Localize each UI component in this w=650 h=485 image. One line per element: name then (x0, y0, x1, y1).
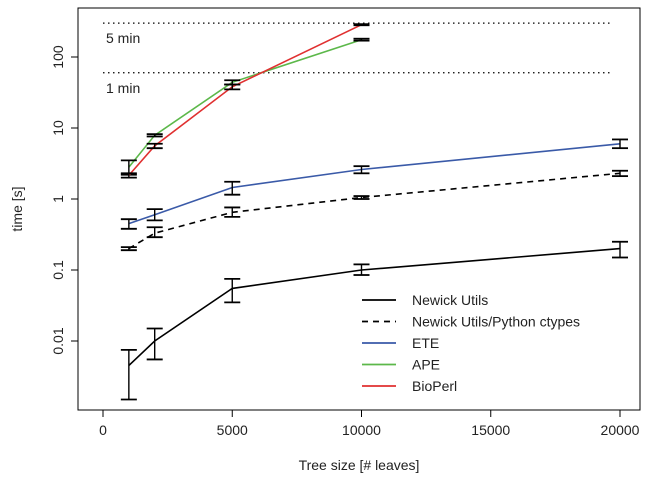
plot-frame (77, 7, 641, 411)
legend-item: Newick Utils/Python ctypes (362, 314, 580, 330)
x-tick-label: 10000 (342, 422, 381, 438)
x-axis: 0 5000 10000 15000 20000 (99, 410, 640, 438)
y-tick-label: 1 (50, 195, 66, 203)
error-bar (120, 172, 137, 179)
x-tick-label: 5000 (217, 422, 248, 438)
error-bar (224, 277, 241, 304)
legend-label: ETE (412, 335, 439, 351)
series-line (128, 172, 621, 250)
series-1 (120, 169, 628, 252)
y-tick-label: 100 (50, 45, 66, 69)
series-2 (120, 138, 628, 230)
error-bar (224, 206, 241, 218)
error-bar (612, 240, 628, 259)
error-bar (353, 23, 370, 27)
error-bar (120, 246, 137, 252)
legend-label: Newick Utils (412, 292, 488, 308)
series-line (128, 38, 362, 168)
series-line (128, 23, 362, 176)
error-bar (146, 142, 163, 150)
series-0 (120, 240, 628, 401)
series-line (128, 247, 621, 367)
y-tick-label: 0.01 (50, 327, 66, 354)
error-bar (612, 138, 628, 150)
y-tick-label: 10 (50, 120, 66, 136)
reference-line-label: 5 min (106, 30, 140, 46)
y-axis: 0.01 0.1 1 10 100 (50, 45, 78, 355)
error-bar (353, 37, 370, 42)
error-bar (146, 327, 163, 361)
error-bar (146, 208, 163, 222)
series-3 (120, 37, 370, 176)
error-bar (353, 263, 370, 276)
x-tick-label: 15000 (471, 422, 510, 438)
error-bar (224, 83, 241, 91)
x-tick-label: 0 (99, 422, 107, 438)
series-layer (120, 23, 628, 401)
reference-lines: 5 min 1 min (103, 22, 612, 96)
error-bar (120, 348, 137, 401)
series-4 (120, 23, 370, 179)
x-tick-label: 20000 (601, 422, 640, 438)
reference-line-label: 1 min (106, 80, 140, 96)
error-bar (146, 226, 163, 239)
x-axis-label: Tree size [# leaves] (299, 457, 420, 473)
error-bar (353, 195, 370, 200)
y-tick-label: 0.1 (50, 260, 66, 280)
error-bar (612, 169, 628, 178)
legend-label: APE (412, 357, 440, 373)
series-line (128, 143, 621, 225)
y-axis-label: time [s] (9, 186, 25, 231)
legend: Newick Utils Newick Utils/Python ctypes ET… (362, 292, 580, 394)
legend-item: ETE (362, 335, 439, 351)
legend-label: Newick Utils/Python ctypes (412, 314, 580, 330)
legend-label: BioPerl (412, 378, 457, 394)
error-bar (353, 165, 370, 175)
legend-item: Newick Utils (362, 292, 488, 308)
error-bar (146, 133, 163, 138)
error-bar (224, 180, 241, 196)
error-bar (120, 218, 137, 230)
legend-item: BioPerl (362, 378, 457, 394)
legend-item: APE (362, 357, 440, 373)
